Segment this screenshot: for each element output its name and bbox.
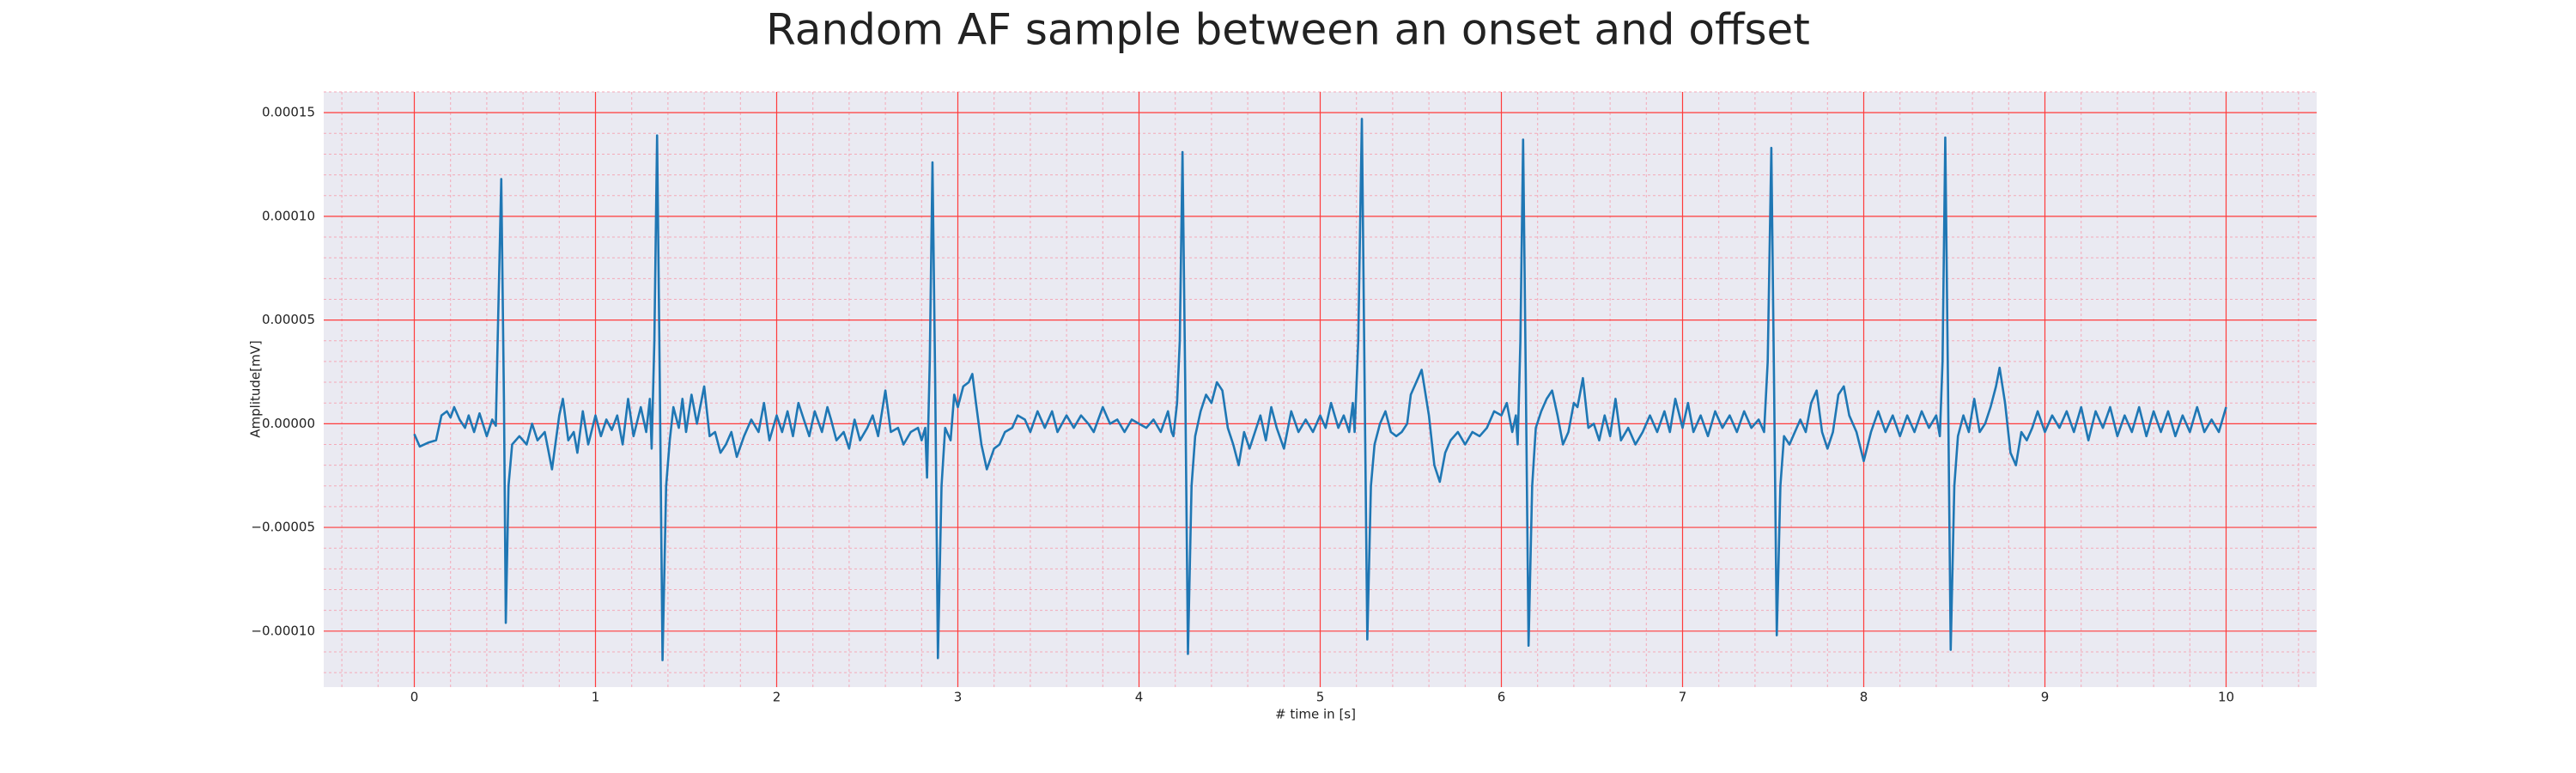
x-tick-label: 6 [1498,690,1506,705]
y-axis-label: Amplitude[mV] [248,340,264,437]
x-tick-label: 3 [954,690,963,705]
y-tick-label: 0.00005 [262,312,315,327]
labels: 0 1 2 3 4 5 6 7 8 9 10 −0.00010 −0.00005 0.00000 0.000… [251,105,2234,705]
chart-title: Random AF sample between an onset and of… [766,5,1810,55]
x-tick-label: 1 [592,690,600,705]
x-tick-label: 0 [410,690,419,705]
x-tick-label: 7 [1679,690,1687,705]
x-tick-label: 10 [2218,690,2234,705]
signal-line [413,118,2227,661]
x-tick-label: 8 [1860,690,1868,705]
y-tick-label: −0.00005 [251,520,315,535]
y-tick-label: −0.00010 [251,623,315,638]
x-tick-label: 4 [1135,690,1144,705]
x-axis-label: # time in [s] [1275,707,1356,722]
x-tick-label: 5 [1316,690,1325,705]
y-tick-label: 0.00000 [262,416,315,431]
x-tick-label: 2 [773,690,781,705]
marks [413,118,2227,661]
x-tick-label: 9 [2041,690,2050,705]
y-tick-label: 0.00015 [262,105,315,120]
y-tick-label: 0.00010 [262,208,315,223]
